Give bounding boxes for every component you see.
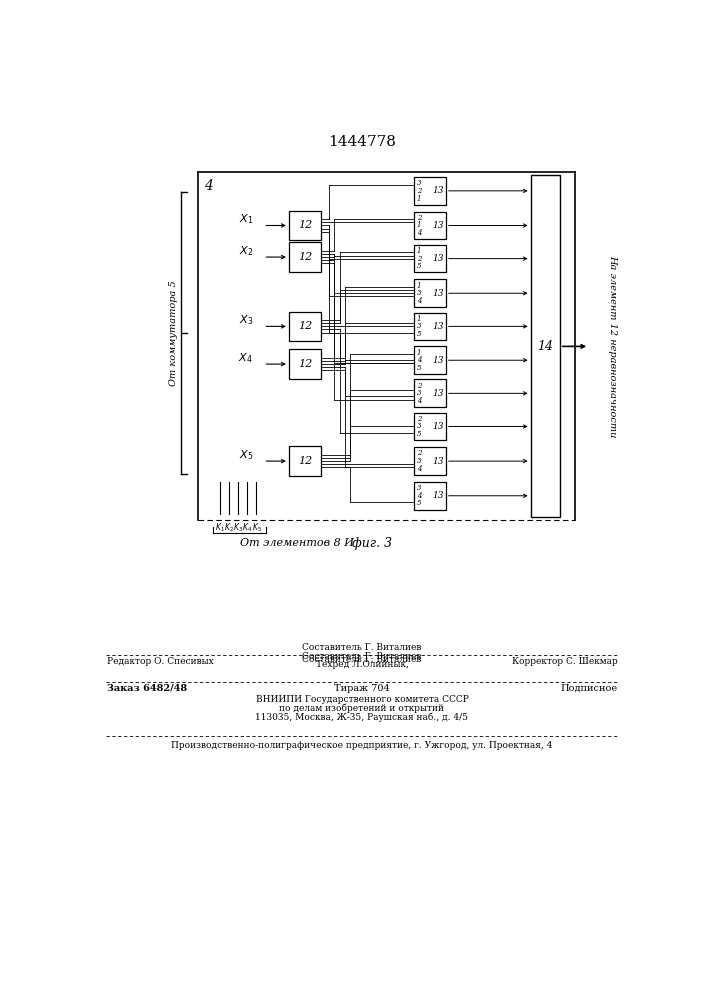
Text: 1444778: 1444778 xyxy=(328,135,396,149)
Text: Тираж 704: Тираж 704 xyxy=(334,684,390,693)
Text: $X_3$: $X_3$ xyxy=(238,313,253,327)
Text: 13: 13 xyxy=(432,356,443,365)
Text: 13: 13 xyxy=(432,389,443,398)
Text: 113035, Москва, Ж-35, Раушская наб., д. 4/5: 113035, Москва, Ж-35, Раушская наб., д. … xyxy=(255,713,469,722)
Text: 4: 4 xyxy=(204,179,213,193)
Text: фиг. 3: фиг. 3 xyxy=(352,537,392,550)
Text: $K_2$: $K_2$ xyxy=(224,522,234,534)
Text: $K_1$: $K_1$ xyxy=(214,522,224,534)
Bar xyxy=(288,446,321,476)
Text: 12: 12 xyxy=(298,321,312,331)
Text: $X_1$: $X_1$ xyxy=(238,212,253,226)
Bar xyxy=(414,279,446,307)
Bar xyxy=(414,447,446,475)
Text: 14: 14 xyxy=(537,340,553,353)
Text: 3: 3 xyxy=(416,322,421,330)
Text: 5: 5 xyxy=(416,262,421,270)
Text: $X_4$: $X_4$ xyxy=(238,351,253,365)
Text: 12: 12 xyxy=(298,359,312,369)
Text: $K_3$: $K_3$ xyxy=(233,522,243,534)
Text: 4: 4 xyxy=(416,397,421,405)
Text: Составитель Г. Виталиев: Составитель Г. Виталиев xyxy=(303,652,421,661)
Bar xyxy=(288,349,321,379)
Text: 13: 13 xyxy=(432,221,443,230)
Text: $X_5$: $X_5$ xyxy=(238,448,253,462)
Bar xyxy=(288,211,321,240)
Text: 3: 3 xyxy=(416,484,421,492)
Text: Техред Л.Олийнык,: Техред Л.Олийнык, xyxy=(315,660,409,669)
Text: 2: 2 xyxy=(416,382,421,390)
Bar xyxy=(414,177,446,205)
Text: 3: 3 xyxy=(416,457,421,465)
Text: ВНИИПИ Государственного комитета СССР: ВНИИПИ Государственного комитета СССР xyxy=(255,695,469,704)
Text: Составитель Г. Виталиев: Составитель Г. Виталиев xyxy=(303,654,421,664)
Text: Заказ 6482/48: Заказ 6482/48 xyxy=(107,684,187,693)
Text: Производственно-полиграфическое предприятие, г. Ужгород, ул. Проектная, 4: Производственно-полиграфическое предприя… xyxy=(171,741,553,750)
Text: 13: 13 xyxy=(432,457,443,466)
Bar xyxy=(414,346,446,374)
Text: 5: 5 xyxy=(416,330,421,338)
Bar xyxy=(414,212,446,239)
Text: 2: 2 xyxy=(416,415,421,423)
Text: 3: 3 xyxy=(416,422,421,430)
Bar xyxy=(414,245,446,272)
Text: 2: 2 xyxy=(416,214,421,222)
Text: От коммутатора 5: От коммутатора 5 xyxy=(169,280,177,386)
Text: Составитель Г. Виталиев: Составитель Г. Виталиев xyxy=(303,643,421,652)
Bar xyxy=(414,482,446,510)
Text: 2: 2 xyxy=(416,187,421,195)
Bar xyxy=(288,312,321,341)
Text: От элементов 8 И: От элементов 8 И xyxy=(240,538,354,548)
Text: 1: 1 xyxy=(416,195,421,203)
Text: На элемент 12 неравнозначности: На элемент 12 неравнозначности xyxy=(608,255,617,438)
Text: 12: 12 xyxy=(298,252,312,262)
Text: 12: 12 xyxy=(298,456,312,466)
Text: 1: 1 xyxy=(416,247,421,255)
Text: 3: 3 xyxy=(416,389,421,397)
Text: 4: 4 xyxy=(416,229,421,237)
Text: 4: 4 xyxy=(416,492,421,500)
Text: 2: 2 xyxy=(416,255,421,263)
Text: 4: 4 xyxy=(416,297,421,305)
Text: 13: 13 xyxy=(432,186,443,195)
Text: 13: 13 xyxy=(432,254,443,263)
Bar xyxy=(414,379,446,407)
Text: 13: 13 xyxy=(432,422,443,431)
Text: по делам изобретений и открытий: по делам изобретений и открытий xyxy=(279,704,445,713)
Text: 4: 4 xyxy=(416,356,421,364)
Text: 13: 13 xyxy=(432,289,443,298)
Text: 13: 13 xyxy=(432,491,443,500)
Text: 5: 5 xyxy=(416,499,421,507)
Text: 1: 1 xyxy=(416,315,421,323)
Text: Редактор О. Спесивых: Редактор О. Спесивых xyxy=(107,657,214,666)
Text: 5: 5 xyxy=(416,364,421,372)
Bar xyxy=(414,312,446,340)
Text: Корректор С. Шекмар: Корректор С. Шекмар xyxy=(512,657,618,666)
Bar xyxy=(414,413,446,440)
Text: 4: 4 xyxy=(416,465,421,473)
Text: 3: 3 xyxy=(416,179,421,187)
Text: 1: 1 xyxy=(416,221,421,229)
Text: $K_5$: $K_5$ xyxy=(252,522,262,534)
Text: $K_4$: $K_4$ xyxy=(243,522,252,534)
Bar xyxy=(530,175,560,517)
Text: 2: 2 xyxy=(416,449,421,457)
Text: $X_2$: $X_2$ xyxy=(238,244,253,258)
Text: 13: 13 xyxy=(432,322,443,331)
Text: Подписное: Подписное xyxy=(561,684,618,693)
Bar xyxy=(288,242,321,272)
Text: 1: 1 xyxy=(416,282,421,290)
Text: 3: 3 xyxy=(416,289,421,297)
Text: 12: 12 xyxy=(298,220,312,230)
Text: 5: 5 xyxy=(416,430,421,438)
Text: 1: 1 xyxy=(416,349,421,357)
